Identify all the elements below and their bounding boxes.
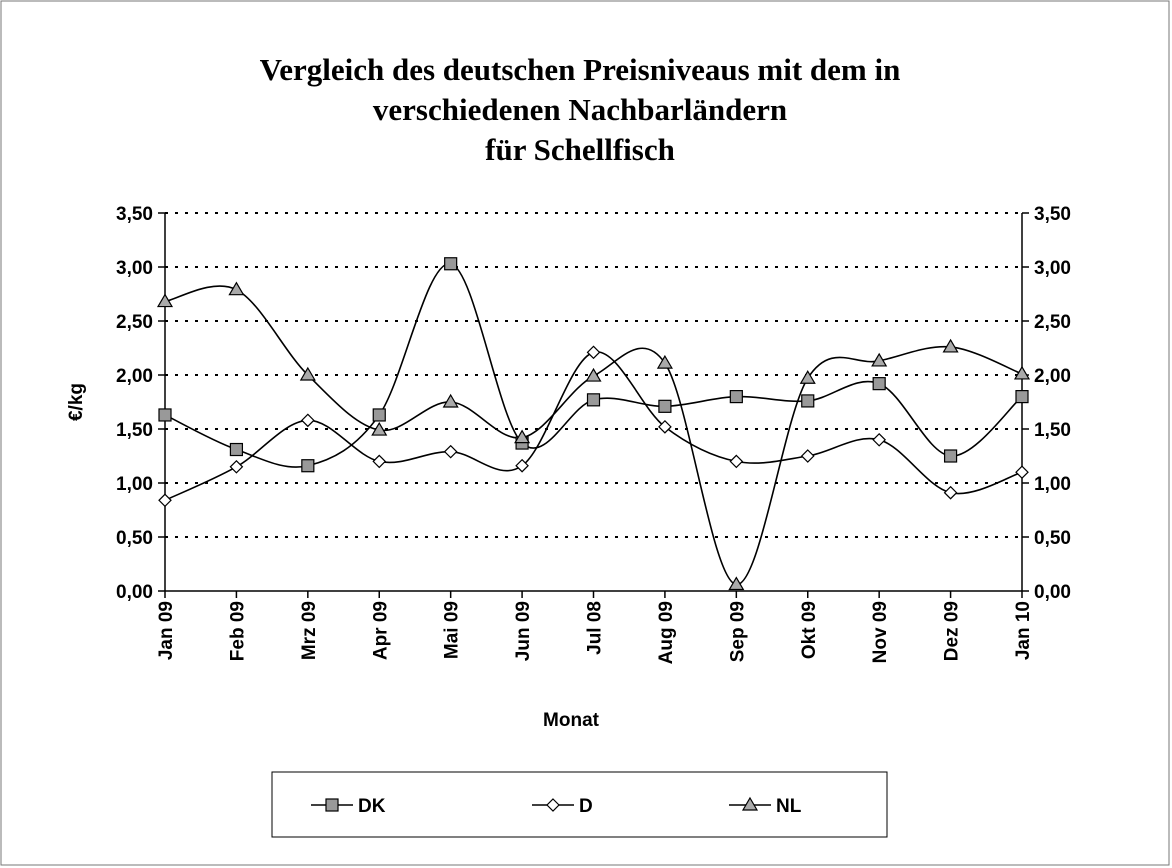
data-point	[1013, 365, 1031, 380]
series-line	[164, 285, 1023, 586]
y-tick-label: 0,00	[116, 582, 153, 603]
data-point	[586, 345, 601, 360]
data-point	[372, 454, 387, 469]
y2-tick-label: 0,00	[1034, 582, 1071, 603]
y-tick-label: 3,00	[116, 258, 153, 279]
x-tick-label: Feb 09	[227, 601, 248, 661]
data-point	[943, 449, 958, 463]
data-point	[371, 421, 388, 436]
data-point	[443, 444, 458, 459]
data-point	[728, 576, 745, 591]
data-point	[444, 257, 458, 271]
data-point	[872, 377, 886, 391]
data-point	[942, 338, 959, 353]
data-point	[800, 449, 815, 463]
chart-title: verschiedenen Nachbarländern	[373, 92, 787, 127]
data-point	[229, 442, 244, 457]
data-point	[156, 293, 174, 308]
data-point	[658, 399, 672, 413]
data-point	[943, 485, 958, 500]
y-tick-label: 1,50	[116, 420, 153, 441]
data-point	[801, 394, 815, 408]
y-tick-label: 3,50	[116, 204, 153, 225]
x-tick-label: Mrz 09	[299, 601, 320, 660]
x-tick-label: Okt 09	[799, 601, 820, 659]
y-tick-label: 2,00	[116, 366, 153, 387]
data-point	[300, 413, 315, 428]
data-point	[1015, 390, 1029, 404]
data-point	[372, 408, 386, 422]
legend-label: D	[579, 796, 593, 817]
x-tick-label: Apr 09	[370, 601, 391, 660]
y2-tick-label: 2,50	[1034, 312, 1071, 333]
data-point	[799, 370, 816, 384]
x-tick-label: Mai 09	[442, 601, 463, 659]
data-point	[658, 419, 672, 434]
y-tick-label: 1,00	[116, 474, 153, 495]
data-point	[299, 366, 316, 381]
data-point	[585, 367, 602, 382]
data-point	[729, 390, 743, 404]
legend-label: NL	[776, 796, 802, 817]
y-axis-label: €/kg	[66, 383, 87, 421]
y2-tick-label: 3,00	[1034, 258, 1071, 279]
y-tick-label: 2,50	[116, 312, 153, 333]
data-point	[515, 458, 529, 473]
y-tick-label: 0,50	[116, 528, 153, 549]
x-tick-label: Jul 08	[585, 601, 606, 655]
legend-marker	[546, 798, 560, 812]
y2-tick-label: 1,50	[1034, 420, 1071, 441]
legend-box	[271, 771, 888, 838]
legend-label: DK	[358, 796, 386, 817]
data-point	[158, 408, 172, 422]
y2-tick-label: 1,00	[1034, 474, 1071, 495]
data-point	[586, 393, 601, 407]
data-point	[656, 354, 673, 369]
y2-tick-label: 2,00	[1034, 366, 1071, 387]
legend-marker	[325, 798, 339, 812]
legend-marker	[741, 796, 759, 811]
x-tick-label: Nov 09	[870, 601, 891, 663]
x-tick-label: Jun 09	[513, 601, 534, 661]
y2-tick-label: 3,50	[1034, 204, 1071, 225]
x-tick-label: Aug 09	[656, 601, 677, 664]
x-tick-label: Sep 09	[727, 601, 748, 662]
x-tick-label: Dez 09	[942, 601, 963, 661]
data-point	[228, 281, 245, 296]
data-point	[871, 352, 888, 367]
y2-tick-label: 0,50	[1034, 528, 1071, 549]
data-point	[514, 429, 531, 444]
chart-title: für Schellfisch	[485, 132, 675, 167]
chart-title: Vergleich des deutschen Preisniveaus mit…	[260, 52, 901, 87]
data-point	[872, 432, 887, 447]
data-point	[1015, 465, 1029, 480]
data-point	[729, 454, 744, 469]
data-point	[158, 493, 172, 508]
data-point	[442, 393, 459, 408]
x-axis-label: Monat	[543, 710, 600, 731]
data-point	[301, 459, 315, 473]
x-tick-label: Jan 09	[156, 601, 177, 660]
data-point	[229, 459, 244, 474]
x-tick-label: Jan 10	[1013, 601, 1034, 660]
